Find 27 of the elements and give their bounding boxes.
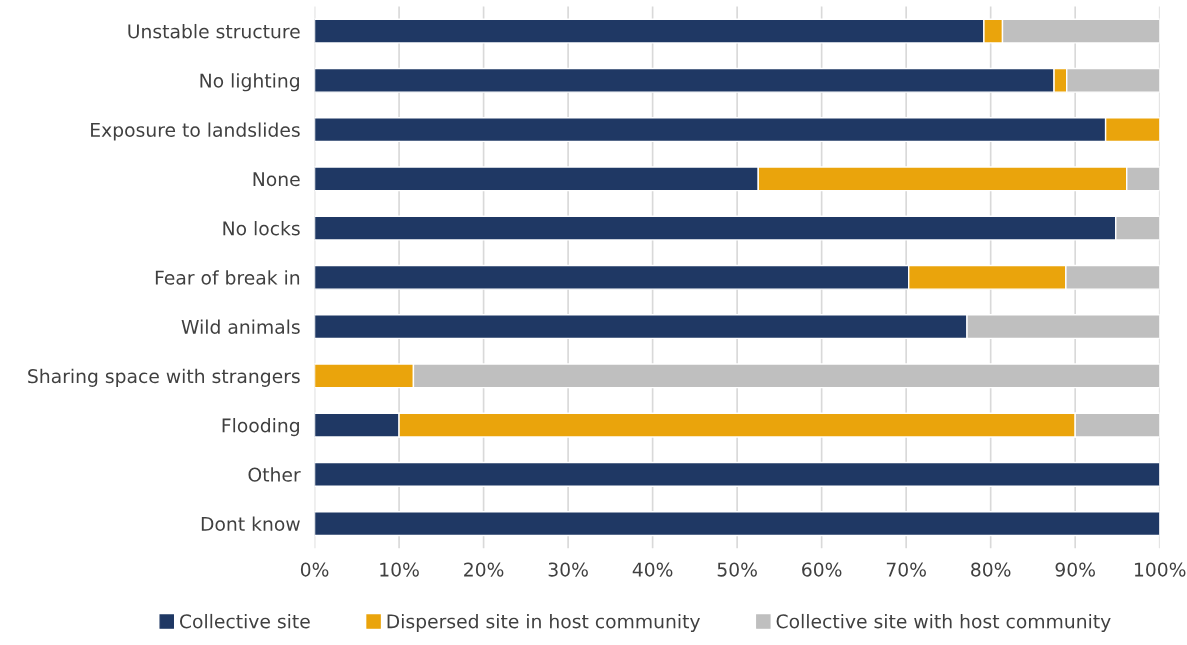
y-tick-label: None	[253, 172, 300, 187]
x-tick-label: 100%	[1134, 562, 1186, 577]
y-tick-label: Flooding	[222, 417, 299, 437]
y-tick-label: Unstable structure	[128, 23, 300, 39]
y-tick-label: Other	[248, 467, 301, 482]
x-tick-label: 40%	[632, 562, 673, 577]
legend-label: Collective site with host community	[776, 613, 1111, 633]
legend-label: Dispersed site in host community	[387, 613, 700, 633]
x-tick-label: 80%	[971, 562, 1011, 577]
y-tick-label: Dont know	[201, 516, 300, 532]
bar	[314, 461, 1160, 487]
x-tick-label: 70%	[886, 562, 926, 577]
x-tick-label: 60%	[802, 562, 842, 577]
x-tick-label: 20%	[464, 562, 504, 577]
x-tick-label: 10%	[380, 562, 419, 577]
bar	[314, 511, 1160, 537]
y-tick-label: Sharing space with strangers	[28, 368, 300, 387]
x-tick-label: 30%	[548, 562, 588, 577]
x-tick-label: 0%	[300, 562, 329, 577]
y-tick-label: Wild animals	[181, 319, 300, 334]
y-tick-label: No locks	[223, 220, 300, 236]
y-tick-label: Fear of break in	[155, 270, 300, 285]
y-tick-label: Exposure to landslides	[91, 122, 300, 141]
y-tick-label: No lighting	[200, 73, 299, 92]
x-tick-label: 90%	[1055, 562, 1095, 577]
legend-label: Collective site	[179, 613, 310, 629]
x-tick-label: 50%	[717, 562, 757, 577]
